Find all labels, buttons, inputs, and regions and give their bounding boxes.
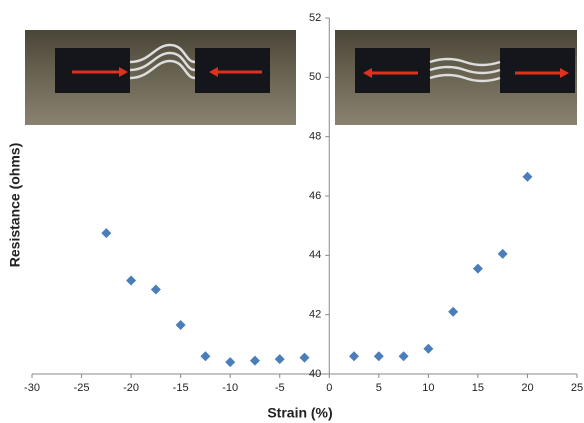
point <box>150 284 161 295</box>
x-tick-label: -30 <box>24 382 40 394</box>
point <box>448 306 459 317</box>
x-tick-label: -15 <box>173 382 189 394</box>
x-tick-label: 25 <box>571 382 583 394</box>
photo-left <box>25 30 296 125</box>
x-tick-label: 10 <box>422 382 434 394</box>
x-tick-label: 0 <box>326 382 332 394</box>
x-tick-label: 20 <box>521 382 533 394</box>
point <box>274 354 285 365</box>
x-axis-title: Strain (%) <box>267 405 332 421</box>
y-tick-label: 46 <box>309 190 321 202</box>
y-tick-label: 40 <box>309 368 321 380</box>
point <box>126 275 137 286</box>
x-tick-label: -25 <box>74 382 90 394</box>
y-tick-label: 50 <box>309 71 321 83</box>
point <box>398 351 409 362</box>
point <box>101 228 112 239</box>
x-tick-label: -10 <box>222 382 238 394</box>
point <box>472 263 483 274</box>
point <box>225 357 236 368</box>
y-tick-label: 42 <box>309 309 321 321</box>
point <box>423 343 434 354</box>
point <box>299 352 310 363</box>
point <box>175 320 186 331</box>
photo-right <box>335 30 577 125</box>
point <box>522 171 533 182</box>
point <box>497 248 508 259</box>
point <box>349 351 360 362</box>
y-tick-label: 44 <box>309 249 321 261</box>
y-tick-label: 52 <box>309 12 321 24</box>
x-tick-label: -5 <box>275 382 285 394</box>
point <box>373 351 384 362</box>
point <box>249 355 260 366</box>
point <box>200 351 211 362</box>
y-tick-label: 48 <box>309 131 321 143</box>
y-axis-title: Resistance (ohms) <box>7 143 23 267</box>
x-tick-label: 5 <box>376 382 382 394</box>
x-tick-label: 15 <box>472 382 484 394</box>
x-tick-label: -20 <box>123 382 139 394</box>
